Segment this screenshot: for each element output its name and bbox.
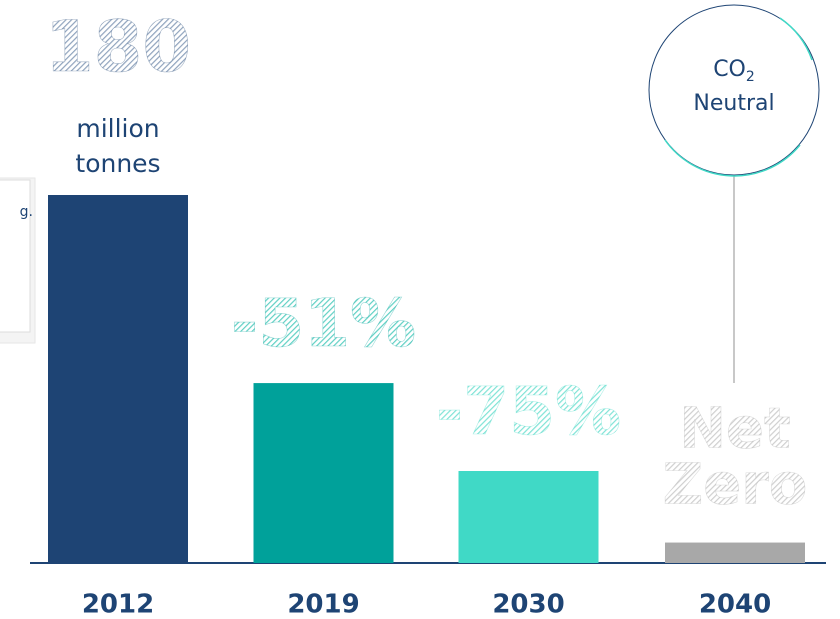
unit-word: tonnes: [75, 149, 160, 178]
x-tick-label: 2012: [82, 590, 154, 619]
reduction-word: Net: [679, 397, 791, 462]
unit-label: million tonnes: [75, 114, 160, 178]
x-tick-label: 2019: [287, 590, 359, 619]
badge-arc: [779, 17, 813, 61]
badge-circle: [648, 4, 820, 176]
note-text: g.: [20, 204, 33, 220]
badge-text: Neutral: [693, 91, 774, 116]
reduction-label: -51%: [231, 285, 416, 362]
badge-arc: [664, 139, 801, 177]
bar: [665, 542, 805, 563]
note-card: g.: [0, 177, 36, 344]
badge-sub: 2: [746, 69, 755, 85]
x-tick-label: 2040: [699, 590, 771, 619]
bar: [48, 195, 188, 563]
reduction-label: -75%: [436, 373, 621, 450]
bar: [458, 471, 599, 563]
badge-co: CO: [713, 57, 746, 82]
bar: [253, 383, 394, 563]
reduction-word: Zero: [663, 453, 808, 518]
x-tick-label: 2030: [492, 590, 564, 619]
reduction-label: Net Zero: [663, 397, 808, 518]
unit-word: million: [76, 114, 159, 143]
badge-text: CO2: [713, 57, 755, 85]
headline-value: 180: [45, 6, 191, 88]
